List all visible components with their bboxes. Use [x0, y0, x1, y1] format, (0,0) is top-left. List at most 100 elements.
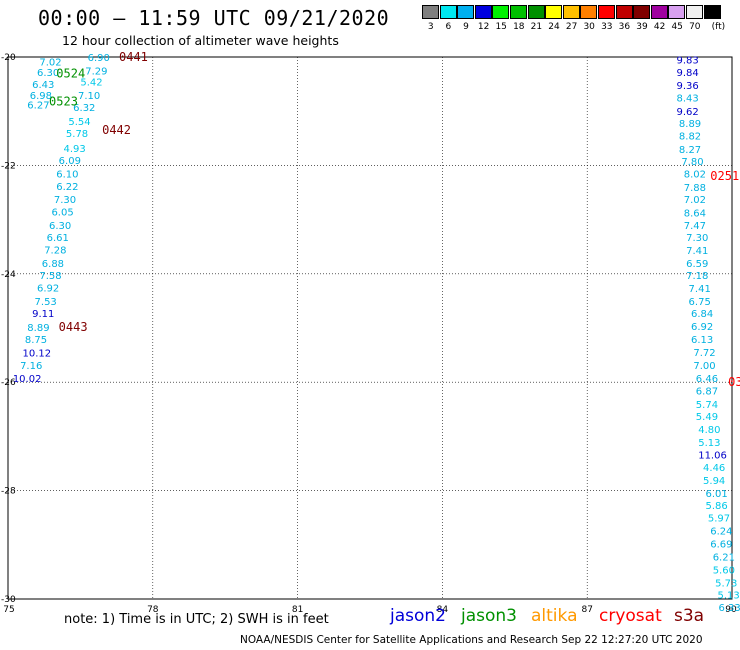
wave-height-value: 6.21	[713, 553, 735, 564]
pass-number-label: 0523	[49, 94, 78, 108]
y-tick-label: -28	[1, 487, 16, 497]
wave-height-value: 7.28	[44, 245, 66, 256]
color-scale-swatch	[633, 5, 651, 19]
color-scale-swatch	[545, 5, 563, 19]
color-scale-label: 3	[427, 22, 434, 32]
wave-height-value: 7.10	[78, 91, 100, 102]
wave-height-value: 7.80	[681, 157, 703, 168]
color-scale-label: 70	[689, 22, 701, 32]
wave-height-value: 7.41	[689, 284, 711, 295]
color-scale-label: 24	[548, 22, 560, 32]
wave-height-value: 4.46	[703, 463, 725, 474]
wave-height-value: 6.30	[49, 221, 71, 232]
pass-number-label: 0442	[102, 123, 131, 137]
wave-height-value: 6.75	[689, 297, 711, 308]
y-tick-label: -22	[1, 161, 16, 171]
wave-height-value: 10.02	[13, 374, 42, 385]
color-scale-swatch	[439, 5, 457, 19]
wave-height-value: 9.62	[676, 107, 698, 118]
color-scale-swatch	[668, 5, 686, 19]
wave-height-value: 6.10	[56, 170, 78, 181]
wave-height-value: 5.49	[696, 412, 718, 423]
pass-labels: 0441 0524 0523 0442 0443 0251 03	[49, 50, 740, 389]
color-scale-label: 27	[565, 22, 578, 32]
x-tick-label: 90	[725, 605, 737, 615]
wave-height-value: 6.84	[691, 309, 713, 320]
legend-altika: altika	[531, 606, 578, 626]
color-scale-swatch	[598, 5, 615, 19]
x-tick-label: 87	[581, 605, 592, 615]
color-scale-swatch	[457, 5, 475, 19]
wave-height-value: 5.60	[713, 566, 735, 577]
wave-height-value: 9.36	[676, 81, 698, 92]
wave-height-value: 6.32	[73, 103, 95, 114]
color-scale-label: 12	[477, 22, 490, 32]
footnote: note: 1) Time is in UTC; 2) SWH is in fe…	[64, 612, 329, 627]
wave-height-value: 6.09	[59, 156, 81, 167]
y-tick-label: -30	[1, 595, 16, 605]
wave-height-value: 11.06	[698, 450, 727, 461]
y-tick-label: -24	[1, 270, 16, 280]
y-tick-label: -26	[1, 378, 16, 388]
wave-height-value: 6.98	[30, 91, 52, 102]
pass-number-label: 0443	[59, 320, 88, 334]
color-scale-swatch	[703, 5, 721, 19]
wave-height-value: 6.46	[696, 374, 718, 385]
wave-height-value: 8.43	[676, 94, 698, 105]
wave-height-value: 7.41	[686, 246, 708, 257]
wave-height-value: 7.58	[39, 271, 61, 282]
wave-height-value: 6.30	[37, 68, 59, 79]
color-scale-label: 30	[583, 22, 595, 32]
wave-height-value: 7.02	[39, 57, 61, 68]
color-scale-label: 42	[653, 22, 666, 32]
wave-height-value: 7.16	[20, 361, 42, 372]
wave-height-value: 7.18	[686, 271, 708, 282]
wave-height-value: 6.69	[710, 540, 732, 551]
wave-height-value: 5.13	[718, 591, 740, 602]
legend-jason2: jason2	[390, 606, 446, 626]
x-tick-label: 81	[292, 605, 303, 615]
wave-height-value: 6.22	[56, 182, 78, 193]
wave-height-value: 5.97	[708, 514, 730, 525]
color-scale-label: 15	[495, 22, 507, 32]
wave-height-value: 7.53	[35, 297, 57, 308]
wave-height-value: 7.30	[686, 233, 708, 244]
legend-cryosat: cryosat	[599, 606, 662, 626]
wave-height-value: 5.94	[703, 476, 725, 487]
x-tick-label: 84	[437, 605, 449, 615]
color-scale-label: 39	[636, 22, 648, 32]
wave-height-value: 8.02	[684, 170, 706, 181]
color-scale-swatch	[615, 5, 633, 19]
wave-height-value: 5.42	[80, 77, 102, 88]
wave-height-value: 7.72	[693, 348, 715, 359]
color-scale-label: 21	[530, 22, 543, 32]
wave-height-value: 5.74	[696, 400, 718, 411]
wave-height-value: 5.54	[68, 117, 90, 128]
color-scale-label: 9	[463, 22, 469, 32]
color-scale-swatch	[650, 5, 668, 19]
plot-grid	[8, 57, 732, 599]
pass-number-label: 03	[728, 375, 740, 389]
wave-height-value: 6.61	[47, 233, 69, 244]
data-points: 7.02 6.90 6.30 7.29 6.43 5.42 6.98 7.10 6.27 6.32…	[13, 53, 740, 614]
wave-height-value: 7.29	[85, 67, 107, 78]
wave-height-value: 6.24	[710, 527, 732, 538]
wave-height-value: 5.13	[698, 438, 720, 449]
color-scale-swatch	[492, 5, 510, 19]
chart-subtitle: 12 hour collection of altimeter wave hei…	[62, 33, 339, 48]
wave-height-value: 6.05	[51, 207, 73, 218]
wave-height-plot: 75 78 81 84 87 90 -20 -22 -24 -26 -28 -30 7.02 6.90 6…	[1, 50, 740, 615]
pass-number-label: 0441	[119, 50, 148, 64]
wave-height-value: 8.89	[679, 119, 701, 130]
axis-ticks: 75 78 81 84 87 90 -20 -22 -24 -26 -28 -30	[1, 53, 737, 615]
legend-jason3: jason3	[461, 606, 517, 626]
wave-height-value: 9.84	[676, 68, 698, 79]
chart-title: 00:00 – 11:59 UTC 09/21/2020	[38, 6, 390, 30]
wave-height-value: 7.88	[684, 183, 706, 194]
pass-number-label: 0251	[710, 169, 739, 183]
color-scale-label: 33	[601, 22, 613, 32]
color-scale-swatch	[527, 5, 545, 19]
wave-height-value: 6.59	[686, 259, 708, 270]
wave-height-value: 10.12	[22, 348, 51, 359]
color-scale-swatch	[686, 5, 703, 19]
